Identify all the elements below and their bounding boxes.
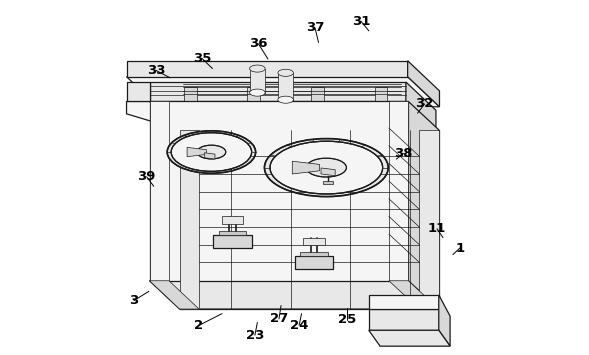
Polygon shape bbox=[150, 82, 406, 102]
Ellipse shape bbox=[250, 89, 265, 96]
Polygon shape bbox=[292, 161, 319, 174]
Ellipse shape bbox=[167, 131, 256, 173]
Ellipse shape bbox=[171, 133, 252, 171]
Ellipse shape bbox=[306, 158, 346, 177]
Polygon shape bbox=[150, 102, 169, 281]
Polygon shape bbox=[408, 102, 439, 309]
Polygon shape bbox=[127, 82, 150, 102]
Text: 24: 24 bbox=[290, 319, 308, 332]
Polygon shape bbox=[127, 102, 180, 130]
Text: 33: 33 bbox=[147, 64, 165, 77]
Polygon shape bbox=[150, 102, 408, 281]
Polygon shape bbox=[311, 87, 324, 102]
Polygon shape bbox=[321, 168, 335, 176]
Polygon shape bbox=[375, 87, 388, 102]
Ellipse shape bbox=[264, 138, 388, 197]
Polygon shape bbox=[323, 181, 333, 184]
Polygon shape bbox=[406, 82, 436, 130]
Polygon shape bbox=[439, 295, 450, 346]
Polygon shape bbox=[389, 281, 439, 309]
Polygon shape bbox=[389, 102, 408, 281]
Text: 2: 2 bbox=[194, 319, 204, 332]
Text: 1: 1 bbox=[455, 242, 464, 255]
Polygon shape bbox=[180, 130, 439, 309]
Text: 38: 38 bbox=[394, 147, 413, 160]
Polygon shape bbox=[278, 73, 293, 100]
Text: 25: 25 bbox=[337, 313, 356, 326]
Polygon shape bbox=[369, 330, 450, 346]
Ellipse shape bbox=[270, 141, 383, 194]
Polygon shape bbox=[369, 309, 439, 330]
Polygon shape bbox=[150, 281, 439, 309]
Ellipse shape bbox=[278, 96, 293, 103]
Polygon shape bbox=[150, 281, 199, 309]
Polygon shape bbox=[187, 147, 207, 157]
Polygon shape bbox=[180, 130, 199, 309]
Text: 23: 23 bbox=[246, 329, 264, 342]
Polygon shape bbox=[213, 235, 252, 247]
Polygon shape bbox=[303, 237, 325, 245]
Text: 31: 31 bbox=[352, 15, 370, 28]
Text: 32: 32 bbox=[415, 98, 434, 110]
Polygon shape bbox=[419, 130, 439, 309]
Polygon shape bbox=[300, 252, 327, 256]
Polygon shape bbox=[250, 69, 265, 93]
Polygon shape bbox=[150, 102, 436, 130]
Text: 39: 39 bbox=[137, 170, 156, 183]
Ellipse shape bbox=[250, 65, 265, 72]
Polygon shape bbox=[247, 87, 260, 102]
Polygon shape bbox=[408, 61, 439, 107]
Polygon shape bbox=[222, 217, 243, 224]
Polygon shape bbox=[127, 61, 408, 77]
Text: 36: 36 bbox=[249, 37, 267, 50]
Polygon shape bbox=[204, 153, 215, 159]
Polygon shape bbox=[127, 77, 439, 107]
Ellipse shape bbox=[278, 69, 293, 76]
Text: 37: 37 bbox=[306, 21, 324, 34]
Polygon shape bbox=[219, 231, 246, 235]
Text: 11: 11 bbox=[428, 222, 446, 235]
Text: 35: 35 bbox=[193, 52, 211, 65]
Polygon shape bbox=[294, 256, 333, 269]
Polygon shape bbox=[369, 295, 439, 309]
Polygon shape bbox=[184, 87, 197, 102]
Ellipse shape bbox=[197, 145, 226, 159]
Text: 27: 27 bbox=[270, 312, 288, 326]
Text: 3: 3 bbox=[130, 294, 138, 307]
